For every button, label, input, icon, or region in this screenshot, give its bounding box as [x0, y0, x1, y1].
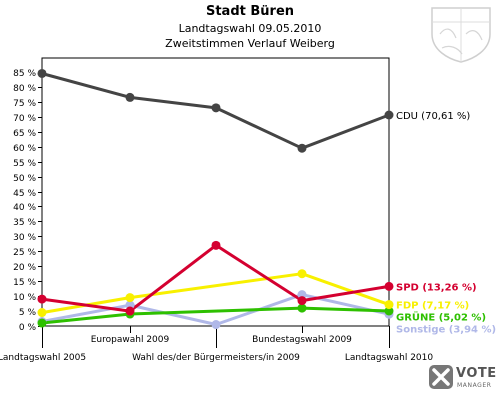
data-point-cdu — [37, 68, 47, 78]
y-tick-label: 15 % — [13, 278, 36, 288]
logo-word: VOTE — [456, 366, 497, 381]
chart-subtitle: Landtagswahl 09.05.2010 — [178, 22, 322, 35]
y-tick-label: 55 % — [13, 159, 36, 169]
y-tick-label: 85 % — [13, 69, 36, 79]
end-label-grüne: GRÜNE (5,02 %) — [396, 310, 486, 324]
data-point-fdp — [384, 300, 394, 310]
y-tick-label: 60 % — [13, 144, 36, 154]
y-tick-label: 70 % — [13, 114, 36, 124]
data-point-spd — [125, 306, 135, 316]
data-point-fdp — [37, 308, 47, 318]
data-point-sonstige — [211, 320, 221, 330]
x-tick-label: Bundestagswahl 2009 — [252, 335, 352, 345]
data-point-grüne — [297, 303, 307, 313]
data-point-fdp — [297, 269, 307, 279]
chart-title: Stadt Büren — [205, 4, 295, 19]
y-tick-label: 20 % — [13, 263, 36, 273]
data-point-grüne — [37, 318, 47, 328]
end-label-spd: SPD (13,26 %) — [396, 282, 477, 293]
end-label-sonstige: Sonstige (3,94 %) — [396, 325, 496, 336]
x-tick-label: Landtagswahl 2010 — [345, 353, 434, 363]
y-tick-label: 10 % — [13, 293, 36, 303]
x-tick-label: Landtagswahl 2005 — [0, 353, 86, 363]
y-tick-label: 25 % — [13, 248, 36, 258]
y-tick-label: 50 % — [13, 174, 36, 184]
x-tick-label: Wahl des/der Bürgermeisters/in 2009 — [132, 353, 300, 363]
y-tick-label: 35 % — [13, 218, 36, 228]
end-label-fdp: FDP (7,17 %) — [396, 301, 469, 312]
series-line-grüne — [40, 306, 391, 325]
data-point-spd — [384, 281, 394, 291]
y-tick-label: 75 % — [13, 99, 36, 109]
data-point-cdu — [384, 110, 394, 120]
data-point-spd — [37, 294, 47, 304]
y-tick-label: 80 % — [13, 84, 36, 94]
y-tick-label: 40 % — [13, 203, 36, 213]
vote-x-icon — [429, 365, 453, 389]
data-point-cdu — [211, 103, 221, 113]
end-label-cdu: CDU (70,61 %) — [396, 111, 470, 122]
data-point-spd — [211, 240, 221, 250]
y-tick-label: 0 % — [19, 323, 37, 333]
data-point-fdp — [125, 293, 135, 303]
y-tick-label: 30 % — [13, 233, 36, 243]
coat-of-arms-icon — [431, 7, 491, 63]
votemanager-logo: VOTE MANAGER — [428, 364, 496, 394]
y-tick-label: 45 % — [13, 189, 36, 199]
data-point-cdu — [297, 143, 307, 153]
y-tick-label: 65 % — [13, 129, 36, 139]
y-tick-label: 5 % — [19, 308, 37, 318]
data-point-grüne — [384, 306, 394, 316]
logo-subword: MANAGER — [457, 382, 492, 389]
x-tick-label: Europawahl 2009 — [91, 335, 170, 345]
chart-subtitle-2: Zweitstimmen Verlauf Weiberg — [165, 37, 335, 50]
data-point-spd — [297, 296, 307, 306]
data-point-cdu — [125, 92, 135, 102]
